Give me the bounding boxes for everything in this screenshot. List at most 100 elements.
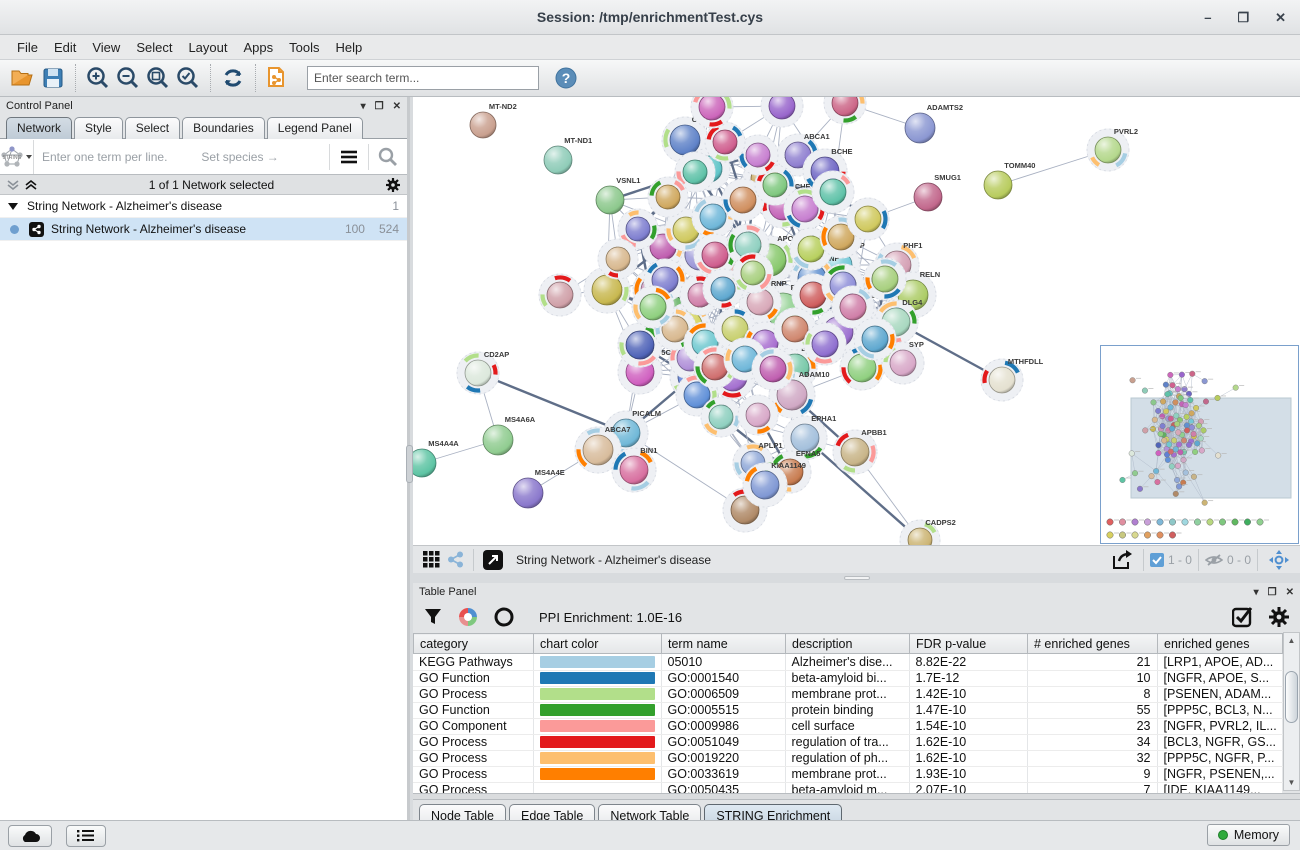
- string-options-icon[interactable]: [330, 140, 368, 174]
- zoom-out-icon[interactable]: [113, 63, 143, 93]
- network-edge[interactable]: [625, 432, 746, 511]
- scroll-up-icon[interactable]: ▲: [1287, 636, 1296, 645]
- network-node-bin1[interactable]: BIN1: [611, 446, 657, 493]
- filter-icon[interactable]: [423, 607, 443, 627]
- table-row[interactable]: GO Process GO:0006509 membrane prot... 1.42…: [413, 686, 1283, 703]
- table-row[interactable]: GO Process GO:0051049 regulation of tra...…: [413, 734, 1283, 751]
- string-search-icon[interactable]: [369, 140, 407, 174]
- col-term-name[interactable]: term name: [661, 633, 786, 654]
- network-node[interactable]: [863, 257, 907, 301]
- menu-select[interactable]: Select: [136, 39, 173, 55]
- network-node[interactable]: [617, 208, 659, 250]
- network-node-cadps2[interactable]: CADPS2: [899, 518, 956, 545]
- close-table-panel-icon[interactable]: ✕: [1285, 586, 1294, 598]
- zoom-selected-icon[interactable]: [173, 63, 203, 93]
- string-logo-icon[interactable]: STRING: [0, 139, 34, 174]
- table-scrollbar[interactable]: ▲ ▼: [1283, 632, 1300, 791]
- table-row[interactable]: GO Function GO:0001540 beta-amyloid bi... 1…: [413, 670, 1283, 687]
- import-network-icon[interactable]: [263, 63, 293, 93]
- network-node[interactable]: [732, 252, 774, 294]
- birds-eye-view[interactable]: [1100, 345, 1299, 544]
- network-node-epha1[interactable]: EPHA1: [782, 414, 836, 461]
- open-session-icon[interactable]: [8, 63, 38, 93]
- network-node-syp[interactable]: SYP: [881, 340, 925, 385]
- network-node[interactable]: [704, 121, 746, 163]
- table-row[interactable]: GO Function GO:0005515 protein binding 1.47…: [413, 702, 1283, 719]
- set-species-hint[interactable]: Set species →: [201, 149, 279, 164]
- splitter-handle[interactable]: [406, 445, 413, 483]
- scrollbar-thumb[interactable]: [1285, 671, 1298, 723]
- panel-splitter[interactable]: [413, 573, 1300, 583]
- col-gene-count[interactable]: # enriched genes: [1027, 633, 1158, 654]
- network-node[interactable]: [754, 164, 796, 206]
- network-node-ms4a4e[interactable]: MS4A4E: [512, 468, 565, 509]
- tab-network[interactable]: Network: [6, 117, 73, 139]
- menu-edit[interactable]: Edit: [53, 39, 77, 55]
- refresh-icon[interactable]: [218, 63, 248, 93]
- task-history-button[interactable]: [66, 824, 106, 847]
- scroll-down-icon[interactable]: ▼: [1287, 778, 1296, 787]
- tab-legend-panel[interactable]: Legend Panel: [266, 117, 363, 139]
- network-edge[interactable]: [477, 371, 627, 435]
- network-node[interactable]: [811, 170, 855, 214]
- network-node-cd2ap[interactable]: CD2AP: [456, 350, 509, 395]
- float-panel-icon[interactable]: ▾: [360, 100, 366, 112]
- network-node[interactable]: [783, 187, 827, 231]
- enrichment-table-body[interactable]: KEGG Pathways 05010 Alzheimer's dise... 8.8…: [413, 654, 1283, 793]
- menu-help[interactable]: Help: [335, 39, 363, 55]
- network-graph[interactable]: MT-ND2MT-ND1VSNL1GAB2ADAMTS2SMUG1TOMM40P…: [413, 97, 1300, 545]
- table-hscroll-track[interactable]: [413, 793, 1300, 800]
- network-node-tomm40[interactable]: TOMM40: [983, 161, 1035, 200]
- tab-boundaries[interactable]: Boundaries: [182, 117, 265, 139]
- col-category[interactable]: category: [413, 633, 534, 654]
- zoom-fit-icon[interactable]: [143, 63, 173, 93]
- menu-tools[interactable]: Tools: [289, 39, 320, 55]
- network-node[interactable]: [737, 394, 779, 436]
- grid-view-icon[interactable]: [419, 545, 443, 575]
- select-columns-icon[interactable]: [1232, 606, 1254, 628]
- close-panel-icon[interactable]: ✕: [392, 100, 401, 112]
- menu-file[interactable]: File: [17, 39, 38, 55]
- col-fdr[interactable]: FDR p-value: [909, 633, 1028, 654]
- network-node[interactable]: [700, 396, 742, 438]
- table-row[interactable]: GO Process GO:0050435 beta-amyloid m... 2.0…: [413, 782, 1283, 793]
- tab-style[interactable]: Style: [74, 117, 123, 139]
- network-canvas[interactable]: MT-ND2 MT-ND1 VSNL1 GAB2 ADAMTS2 SMUG1 TOMM40 P…: [413, 97, 1300, 545]
- network-node[interactable]: [647, 176, 689, 218]
- table-row[interactable]: GO Process GO:0019220 regulation of ph... 1…: [413, 750, 1283, 767]
- save-session-icon[interactable]: [38, 63, 68, 93]
- export-network-icon[interactable]: [1107, 545, 1137, 575]
- maximize-table-panel-icon[interactable]: ❐: [1267, 586, 1277, 598]
- network-node-mt-nd1[interactable]: MT-ND1: [543, 136, 592, 175]
- share-network-icon[interactable]: [443, 545, 467, 575]
- expand-all-icon[interactable]: [24, 179, 38, 191]
- network-node[interactable]: [702, 268, 744, 310]
- float-table-panel-icon[interactable]: ▾: [1253, 586, 1259, 598]
- network-node-kiaa1149[interactable]: KIAA1149: [742, 461, 806, 508]
- network-node-apbb1[interactable]: APBB1: [832, 428, 887, 475]
- open-in-window-icon[interactable]: [480, 545, 506, 575]
- maximize-panel-icon[interactable]: ❐: [374, 100, 384, 112]
- network-options-gear-icon[interactable]: [385, 177, 401, 193]
- network-node[interactable]: [737, 134, 779, 176]
- network-node[interactable]: [690, 97, 734, 129]
- network-row-selected[interactable]: String Network - Alzheimer's disease 100…: [0, 218, 407, 241]
- network-node[interactable]: [597, 238, 639, 280]
- search-input[interactable]: [307, 66, 539, 90]
- network-node[interactable]: [760, 97, 804, 128]
- network-node[interactable]: [538, 273, 582, 317]
- close-button[interactable]: ✕: [1275, 10, 1286, 25]
- network-node[interactable]: [803, 322, 847, 366]
- table-settings-gear-icon[interactable]: [1268, 606, 1290, 628]
- string-query-placeholder[interactable]: Enter one term per line.: [42, 149, 168, 164]
- navigator-icon[interactable]: [1264, 545, 1294, 575]
- collapse-all-icon[interactable]: [6, 179, 20, 191]
- network-node-smug1[interactable]: SMUG1: [913, 173, 961, 212]
- network-node-mthfdll[interactable]: MTHFDLL: [980, 357, 1044, 402]
- table-row[interactable]: GO Process GO:0033619 membrane prot... 1.93…: [413, 766, 1283, 783]
- network-node[interactable]: [846, 197, 890, 241]
- network-node[interactable]: [853, 317, 897, 361]
- network-node[interactable]: [751, 347, 795, 391]
- network-node[interactable]: [823, 97, 867, 125]
- minimize-button[interactable]: –: [1204, 10, 1212, 25]
